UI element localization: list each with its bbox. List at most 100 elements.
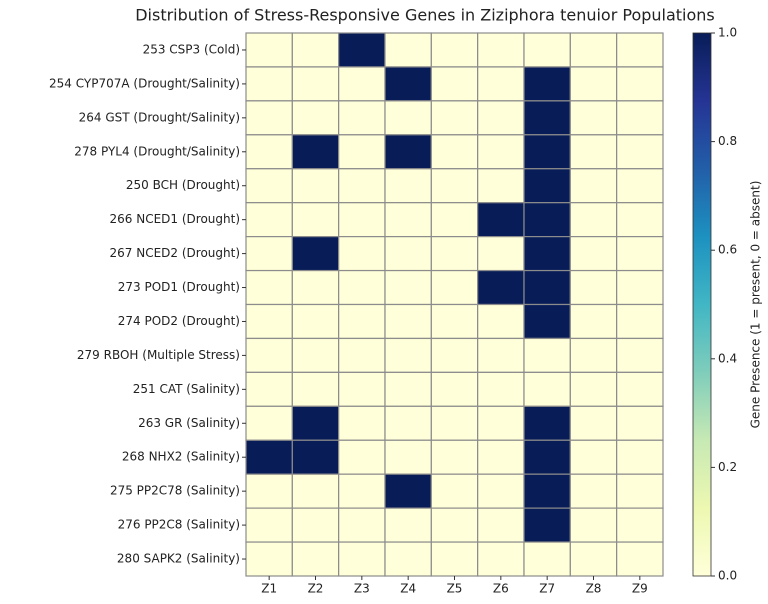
- cell: [477, 507, 525, 543]
- cell: [384, 405, 432, 441]
- cell: [384, 337, 432, 373]
- cell: [523, 236, 571, 272]
- cell: [384, 168, 432, 204]
- cell: [245, 168, 293, 204]
- cell: [616, 202, 664, 238]
- cell: [616, 269, 664, 306]
- cell: [569, 134, 618, 170]
- cell: [569, 100, 618, 136]
- cell: [569, 236, 618, 272]
- cell: [523, 541, 571, 577]
- cell: [430, 405, 479, 441]
- colorbar-label: Gene Presence (1 = present, 0 = absent): [749, 181, 763, 429]
- cell: [523, 269, 571, 306]
- cell: [523, 337, 571, 373]
- cell: [338, 66, 386, 102]
- cell: [430, 337, 479, 373]
- cell: [338, 371, 386, 407]
- row-label: 278 PYL4 (Drought/Salinity): [74, 144, 240, 158]
- cell: [338, 507, 386, 543]
- cell: [291, 337, 340, 373]
- cell: [338, 32, 386, 68]
- cell: [477, 473, 525, 509]
- cell: [245, 473, 293, 509]
- cell: [291, 134, 340, 170]
- colorbar-tick-label: 1.0: [718, 26, 737, 40]
- cell: [616, 134, 664, 170]
- cell: [477, 541, 525, 577]
- cell: [245, 507, 293, 543]
- cell: [477, 66, 525, 102]
- cell: [569, 405, 618, 441]
- x-tick-label: Z3: [354, 582, 370, 596]
- cell: [245, 66, 293, 102]
- cell: [430, 66, 479, 102]
- cell: [430, 168, 479, 204]
- cell: [569, 269, 618, 306]
- colorbar-tick-label: 0.6: [718, 243, 737, 257]
- cell: [616, 337, 664, 373]
- row-label: 253 CSP3 (Cold): [143, 42, 240, 56]
- cell: [569, 303, 618, 340]
- cell: [384, 439, 432, 475]
- cell: [338, 134, 386, 170]
- cell: [384, 303, 432, 340]
- cell: [477, 269, 525, 306]
- cell: [245, 202, 293, 238]
- chart-title: Distribution of Stress-Responsive Genes …: [135, 6, 715, 25]
- cell: [616, 66, 664, 102]
- cell: [430, 236, 479, 272]
- row-label: 267 NCED2 (Drought): [110, 246, 241, 260]
- cell: [384, 236, 432, 272]
- cell: [616, 541, 664, 577]
- row-label: 273 POD1 (Drought): [118, 280, 240, 294]
- cell: [338, 439, 386, 475]
- x-tick-label: Z4: [400, 582, 416, 596]
- cell: [523, 507, 571, 543]
- cell: [616, 236, 664, 272]
- cell: [569, 202, 618, 238]
- cell: [569, 507, 618, 543]
- cell: [291, 371, 340, 407]
- cell: [477, 303, 525, 340]
- x-tick-label: Z7: [539, 582, 555, 596]
- cell: [616, 473, 664, 509]
- cell: [338, 337, 386, 373]
- x-tick-label: Z1: [261, 582, 277, 596]
- cell: [616, 100, 664, 136]
- cell: [338, 236, 386, 272]
- x-tick-label: Z9: [632, 582, 648, 596]
- colorbar-tick-label: 0.2: [718, 460, 737, 474]
- colorbar-tick-label: 0.0: [718, 569, 737, 583]
- cell: [523, 303, 571, 340]
- row-label: 251 CAT (Salinity): [133, 382, 240, 396]
- row-label: 280 SAPK2 (Salinity): [117, 552, 240, 566]
- cell: [569, 541, 618, 577]
- row-label: 263 GR (Salinity): [138, 416, 240, 430]
- cell: [523, 168, 571, 204]
- cell: [569, 371, 618, 407]
- cell: [430, 32, 479, 68]
- cell: [616, 439, 664, 475]
- cell: [430, 439, 479, 475]
- cell: [338, 405, 386, 441]
- cell: [384, 507, 432, 543]
- cell: [384, 66, 432, 102]
- cell: [245, 269, 293, 306]
- row-label: 250 BCH (Drought): [126, 178, 240, 192]
- cell: [430, 134, 479, 170]
- cell: [245, 337, 293, 373]
- cell: [616, 371, 664, 407]
- x-tick-label: Z8: [586, 582, 602, 596]
- row-label: 274 POD2 (Drought): [118, 314, 240, 328]
- cell: [430, 202, 479, 238]
- cell: [245, 303, 293, 340]
- cell: [291, 541, 340, 577]
- cell: [384, 269, 432, 306]
- cell: [477, 371, 525, 407]
- cell: [291, 473, 340, 509]
- cell: [384, 473, 432, 509]
- cell: [384, 371, 432, 407]
- row-label: 254 CYP707A (Drought/Salinity): [49, 76, 240, 90]
